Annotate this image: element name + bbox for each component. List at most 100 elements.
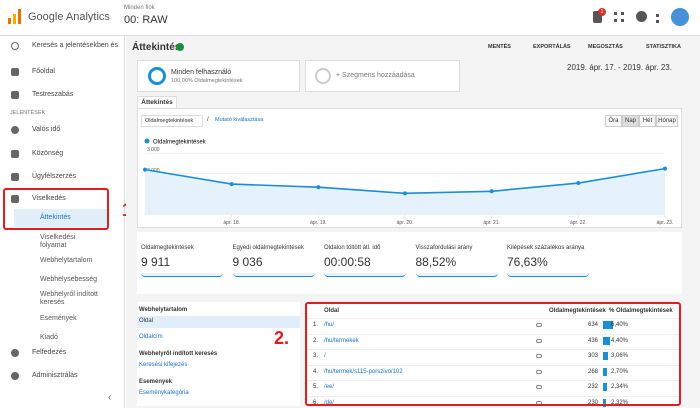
segment-name: Minden felhasználó bbox=[171, 69, 232, 76]
point bbox=[403, 191, 407, 196]
nav-sub[interactable]: Webhelysebesség bbox=[40, 276, 98, 283]
nav-sub[interactable]: Webhelytartalom bbox=[40, 257, 93, 264]
page-link[interactable]: /de/ bbox=[324, 399, 335, 406]
point bbox=[576, 181, 581, 186]
annotation: 2. bbox=[274, 328, 290, 348]
highlight-box bbox=[3, 188, 109, 230]
verified-icon bbox=[176, 43, 184, 51]
nav-custom[interactable]: Testreszabás bbox=[0, 87, 125, 103]
row-line bbox=[307, 333, 679, 335]
row-rank: 4. bbox=[313, 368, 319, 375]
breadcrumb[interactable]: Minden fiók bbox=[124, 5, 155, 11]
label: Felfedezés bbox=[32, 349, 67, 356]
label: Főoldal bbox=[32, 68, 55, 75]
granularity[interactable]: Hét bbox=[639, 115, 656, 127]
page-link[interactable]: /hu/termek/s115-porszivo/102 bbox=[324, 368, 403, 375]
share: 2,70% bbox=[611, 368, 629, 375]
views: 436 bbox=[587, 337, 598, 344]
dimension-item[interactable]: Oldal bbox=[137, 316, 300, 328]
page-link[interactable]: /hu/ bbox=[324, 322, 335, 328]
nav-sub[interactable]: Események bbox=[40, 315, 77, 322]
x-tick-label: ápr. 20. bbox=[397, 220, 414, 226]
page-link[interactable]: /hu/termekek bbox=[324, 337, 359, 344]
link-icon[interactable] bbox=[536, 323, 542, 327]
row-line bbox=[307, 349, 679, 350]
point bbox=[663, 166, 667, 171]
nav-sub[interactable]: Kiadó bbox=[40, 334, 58, 341]
metric-label: Visszafordulási arány bbox=[415, 245, 473, 251]
row-line bbox=[307, 364, 679, 366]
nav-item[interactable]: Adminisztrálás bbox=[0, 368, 125, 384]
notification-icon[interactable] bbox=[593, 11, 602, 23]
segment-detail: 100,00% Oldalmegtekintések bbox=[171, 78, 243, 84]
row-rank: 5. bbox=[313, 384, 319, 390]
dimension-item[interactable]: Keresési kifejezés bbox=[139, 362, 188, 368]
views: 634 bbox=[587, 322, 598, 328]
action[interactable]: STATISZTIKA bbox=[646, 44, 681, 50]
metric-dropdown[interactable]: Oldalmegtekintések bbox=[141, 115, 203, 127]
metric-picker[interactable]: Mutató kiválasztása bbox=[215, 117, 264, 123]
area bbox=[145, 168, 665, 215]
nav-sub[interactable]: Webhelyről indított keresés bbox=[40, 291, 98, 306]
point bbox=[316, 185, 321, 190]
nav-item[interactable]: Közönség bbox=[0, 146, 125, 162]
metric-label: Kilépések százalékos aránya bbox=[507, 245, 585, 251]
nav-item[interactable]: Felfedezés bbox=[0, 345, 125, 361]
row-rank: 1. bbox=[313, 322, 319, 328]
granularity[interactable]: Óra bbox=[605, 115, 622, 127]
sparkline bbox=[141, 273, 223, 277]
row-line bbox=[307, 395, 679, 397]
link-icon[interactable] bbox=[536, 385, 542, 389]
point bbox=[229, 182, 234, 187]
dimension-title: Webhelyről indított keresés bbox=[139, 351, 218, 357]
action[interactable]: EXPORTÁLÁS bbox=[533, 44, 571, 50]
segment[interactable]: Minden felhasználó 100,00% Oldalmegtekin… bbox=[137, 60, 300, 92]
dimension-title: Webhelytartalom bbox=[139, 307, 188, 313]
dimension-item[interactable]: Oldalcím bbox=[139, 334, 163, 340]
link-icon[interactable] bbox=[536, 354, 542, 358]
metric-label: Oldalon töltött átl. idő bbox=[324, 245, 381, 251]
search[interactable]: Keresés a jelentésekben és bbox=[0, 38, 125, 54]
tab[interactable]: Áttekintés bbox=[137, 96, 177, 109]
metric-value: 76,63% bbox=[507, 255, 548, 269]
nav-sub[interactable]: Viselkedési folyamat bbox=[40, 234, 76, 249]
column-header: Oldal bbox=[324, 308, 340, 314]
granularity[interactable]: Nap bbox=[622, 115, 639, 127]
dimension-item[interactable]: Eseménykategória bbox=[139, 390, 189, 396]
link-icon[interactable] bbox=[536, 338, 542, 343]
column-header: Oldalmegtekintések bbox=[549, 308, 606, 314]
page-link[interactable]: /ee/ bbox=[324, 384, 335, 390]
menu-icon[interactable] bbox=[656, 14, 659, 23]
dimension-title: Események bbox=[139, 379, 173, 385]
link-icon[interactable] bbox=[536, 369, 542, 374]
nav-sub[interactable]: Áttekintés bbox=[40, 214, 71, 221]
action[interactable]: MENTÉS bbox=[488, 44, 511, 50]
point bbox=[143, 167, 147, 172]
view-selector[interactable]: 00: RAW bbox=[124, 14, 168, 26]
metric-value: 9 036 bbox=[232, 255, 263, 269]
sparkline bbox=[507, 273, 589, 277]
date-range[interactable]: 2019. ápr. 17. - 2019. ápr. 23. bbox=[567, 63, 672, 72]
add-segment[interactable]: + Szegmens hozzáadása bbox=[305, 60, 460, 92]
label: Ügyfélszerzés bbox=[32, 173, 76, 180]
views: 303 bbox=[587, 353, 598, 359]
nav-item[interactable]: Viselkedés bbox=[0, 191, 125, 207]
avatar[interactable] bbox=[671, 8, 689, 26]
action[interactable]: MEGOSZTÁS bbox=[588, 44, 623, 50]
page-link[interactable]: / bbox=[324, 353, 326, 359]
granularity[interactable]: Hónap bbox=[656, 115, 678, 127]
nav-item[interactable]: Ügyfélszerzés bbox=[0, 169, 125, 185]
x-tick-label: ápr. 18. bbox=[223, 220, 240, 226]
collapse[interactable]: ‹ bbox=[108, 392, 112, 403]
nav-item[interactable]: Valós idő bbox=[0, 122, 125, 138]
row-line bbox=[307, 318, 679, 319]
product-name: Google Analytics bbox=[28, 11, 110, 23]
nav-home[interactable]: Főoldal bbox=[0, 64, 125, 80]
row-rank: 2. bbox=[313, 337, 319, 344]
sparkline bbox=[232, 273, 315, 277]
share: 2,34% bbox=[611, 384, 629, 390]
help-icon[interactable] bbox=[636, 11, 647, 22]
apps-icon[interactable] bbox=[614, 12, 624, 22]
